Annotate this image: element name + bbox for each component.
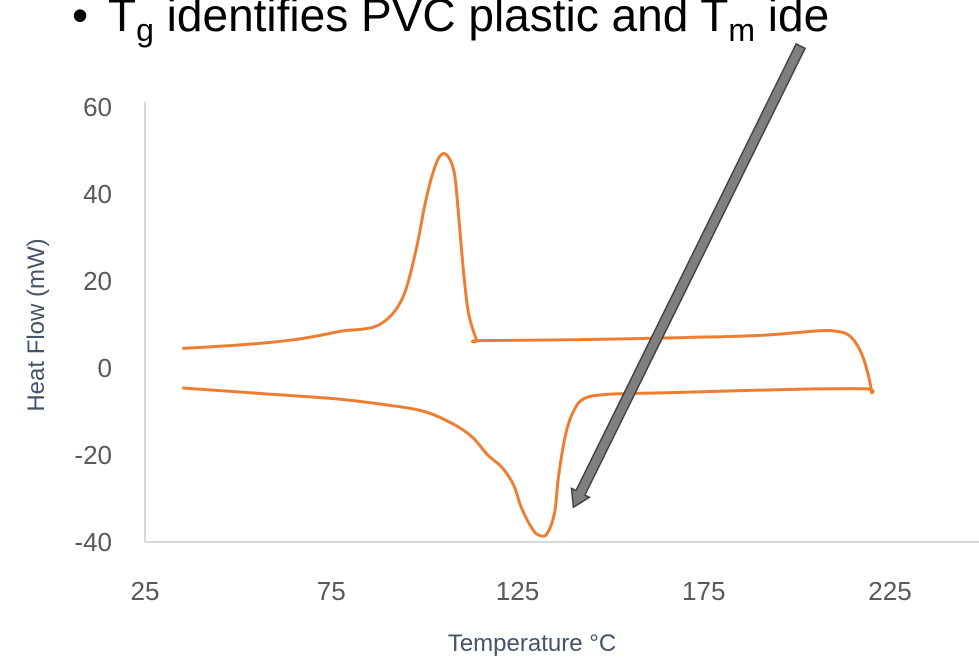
y-tick-label: 60: [83, 92, 112, 122]
slide-headline: • Tg identifies PVC plastic and Tm ide: [0, 0, 979, 60]
y-tick-label: 20: [83, 266, 112, 296]
x-tick-labels: 25 75 125 175 225: [131, 576, 912, 606]
y-tick-label: -40: [74, 527, 112, 557]
heat-flow-curve: [182, 151, 875, 538]
y-tick-label: 0: [98, 353, 112, 383]
annotation-arrow: [570, 42, 807, 509]
x-tick-label: 75: [317, 576, 346, 606]
y-tick-label: 40: [83, 179, 112, 209]
y-axis-title: Heat Flow (mW): [23, 238, 50, 411]
y-tick-label: -20: [74, 440, 112, 470]
x-tick-label: 125: [496, 576, 539, 606]
headline-text: Tg identifies PVC plastic and Tm ide: [108, 0, 830, 48]
y-tick-labels: 60 40 20 0 -20 -40: [74, 92, 112, 557]
bullet: •: [72, 0, 89, 41]
x-tick-label: 225: [868, 576, 911, 606]
x-tick-label: 175: [682, 576, 725, 606]
x-axis-title: Temperature °C: [448, 630, 616, 657]
x-tick-label: 25: [131, 576, 160, 606]
